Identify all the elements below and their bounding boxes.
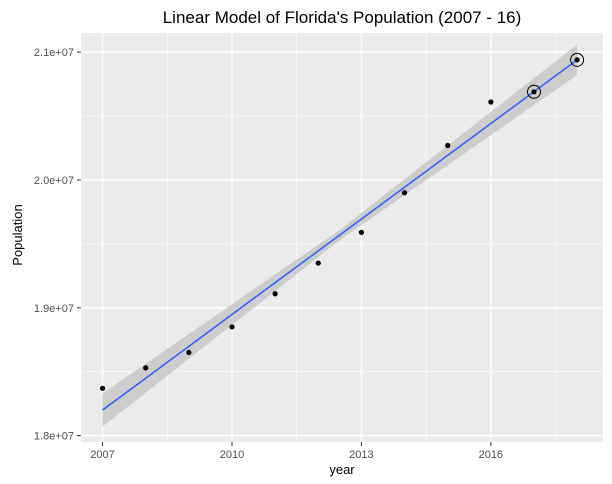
y-tick-label: 2.1e+07: [34, 47, 74, 59]
y-tick-label: 2.0e+07: [34, 175, 74, 187]
y-tick-label: 1.8e+07: [34, 431, 74, 443]
points: [99, 99, 494, 391]
data-point: [401, 190, 408, 196]
predicted-point: [574, 57, 580, 63]
y-tick-label: 1.9e+07: [34, 303, 74, 315]
chart-title: Linear Model of Florida's Population (20…: [163, 8, 522, 27]
y-axis-title: Population: [10, 204, 25, 265]
data-point: [358, 229, 365, 235]
fit-line: [102, 59, 578, 411]
data-point: [143, 365, 149, 371]
grid-major: [81, 33, 603, 442]
data-point: [229, 324, 235, 330]
data-point: [272, 291, 278, 297]
data-point: [186, 349, 192, 356]
data-point: [445, 142, 451, 149]
predicted-point-ring: [570, 52, 585, 67]
x-tick-label: 2016: [479, 449, 503, 461]
predicted-point: [531, 89, 537, 95]
x-tick-label: 2010: [220, 449, 244, 461]
y-axis: 1.8e+07 1.9e+07 2.0e+07 2.1e+07: [34, 47, 81, 443]
predicted-points: [526, 52, 585, 99]
predicted-point-ring: [526, 84, 541, 99]
x-tick-label: 2007: [90, 449, 114, 461]
x-axis: 2007 2010 2013 2016: [90, 442, 503, 461]
data-point: [99, 385, 106, 391]
x-tick-label: 2013: [349, 449, 373, 461]
x-axis-title: year: [329, 462, 355, 477]
data-point: [315, 260, 321, 266]
data-point: [488, 99, 494, 105]
